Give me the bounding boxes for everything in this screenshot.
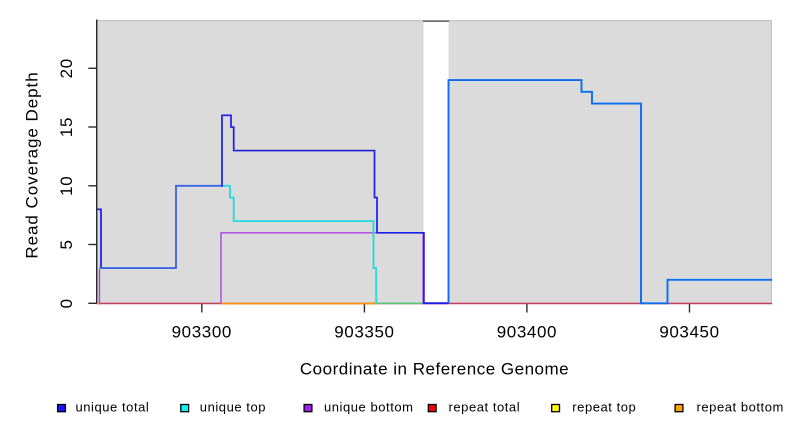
svg-text:unique total: unique total bbox=[76, 399, 150, 414]
svg-text:unique top: unique top bbox=[200, 399, 266, 414]
svg-text:repeat bottom: repeat bottom bbox=[697, 399, 784, 414]
svg-text:Read Coverage Depth: Read Coverage Depth bbox=[23, 71, 42, 258]
svg-text:10: 10 bbox=[57, 176, 76, 196]
svg-text:repeat top: repeat top bbox=[572, 399, 636, 414]
svg-text:Coordinate in Reference Genome: Coordinate in Reference Genome bbox=[300, 359, 569, 378]
svg-text:903450: 903450 bbox=[659, 323, 719, 342]
svg-text:20: 20 bbox=[57, 58, 76, 78]
svg-text:903400: 903400 bbox=[497, 323, 557, 342]
svg-text:5: 5 bbox=[57, 239, 76, 249]
svg-text:15: 15 bbox=[57, 117, 76, 137]
svg-text:0: 0 bbox=[57, 298, 76, 308]
svg-text:repeat total: repeat total bbox=[449, 399, 521, 414]
svg-text:unique bottom: unique bottom bbox=[324, 399, 414, 414]
svg-text:903350: 903350 bbox=[334, 323, 394, 342]
svg-text:903300: 903300 bbox=[172, 323, 232, 342]
